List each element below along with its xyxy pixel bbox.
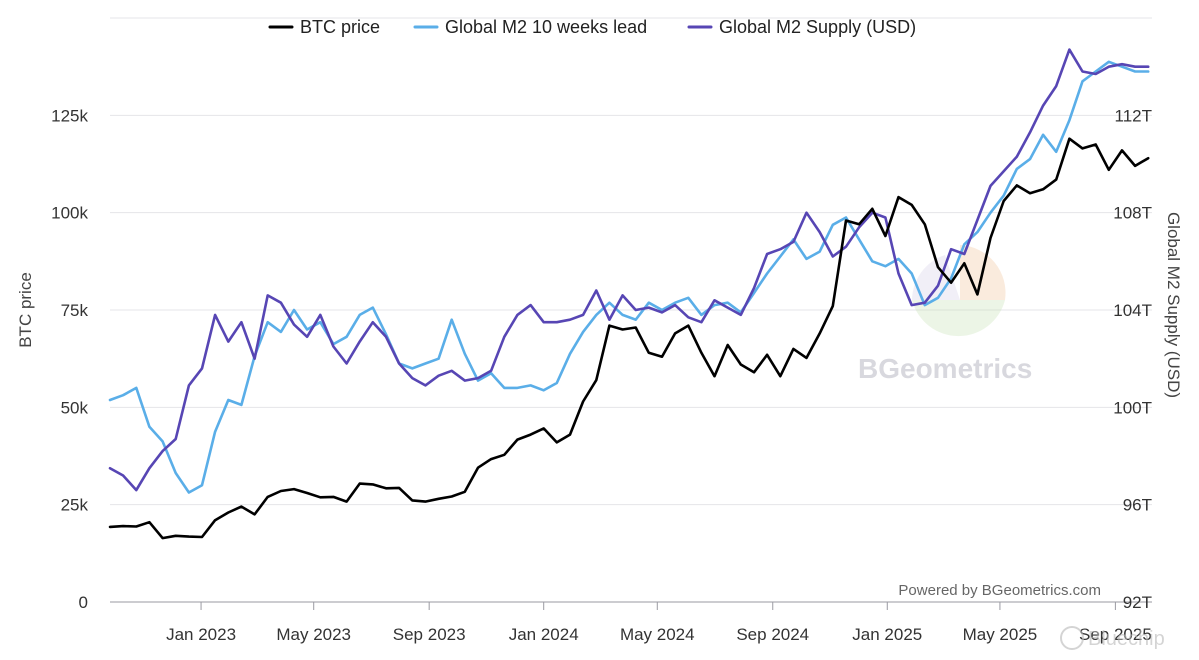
y-right-tick-label: 92T: [1123, 593, 1152, 612]
y-right-tick-label: 100T: [1113, 398, 1152, 417]
series-line-global-m2-10-weeks-lead: [108, 60, 1150, 494]
series-line-btc-price: [108, 137, 1150, 540]
series-layer: [108, 48, 1150, 540]
y-left-tick-label: 125k: [51, 106, 88, 125]
y-left-tick-label: 0: [79, 593, 88, 612]
y-right-tick-label: 96T: [1123, 496, 1152, 515]
y-left-tick-label: 75k: [61, 301, 89, 320]
watermark-text: BGeometrics: [858, 353, 1032, 384]
y-axis-left-title: BTC price: [16, 272, 35, 348]
x-tick-label: Sep 2025: [1079, 625, 1152, 644]
legend-label: BTC price: [300, 17, 380, 37]
legend: BTC price Global M2 10 weeks lead Global M…: [268, 17, 916, 37]
x-tick-label: Sep 2024: [736, 625, 809, 644]
credit-text: Powered by BGeometrics.com: [898, 582, 1101, 599]
y-left-tick-label: 100k: [51, 204, 88, 223]
corner-watermark: Bluechip: [1060, 626, 1165, 650]
corner-watermark-icon: [1060, 626, 1084, 650]
y-axis-right: 92T 96T 100T 104T 108T 112T: [1113, 106, 1152, 612]
x-tick-label: May 2025: [963, 625, 1038, 644]
x-tick-label: Sep 2023: [393, 625, 466, 644]
series-line-global-m2-supply-usd: [108, 48, 1150, 492]
x-axis: Jan 2023 May 2023 Sep 2023 Jan 2024 May 2024…: [110, 601, 1152, 644]
y-right-tick-label: 108T: [1113, 204, 1152, 223]
legend-label: Global M2 10 weeks lead: [445, 17, 647, 37]
legend-label: Global M2 Supply (USD): [719, 17, 916, 37]
y-right-tick-label: 104T: [1113, 301, 1152, 320]
corner-watermark-text: Bluechip: [1088, 628, 1165, 650]
x-tick-label: May 2023: [276, 625, 351, 644]
x-tick-label: Jan 2023: [166, 625, 236, 644]
y-axis-left: 0 25k 50k 75k 100k 125k: [51, 106, 88, 612]
y-right-tick-label: 112T: [1115, 106, 1153, 125]
y-axis-right-title: Global M2 Supply (USD): [1164, 212, 1183, 398]
x-tick-label: May 2024: [620, 625, 695, 644]
gridlines: [110, 17, 1152, 603]
x-tick-label: Jan 2024: [509, 625, 579, 644]
y-left-tick-label: 25k: [61, 496, 89, 515]
y-left-tick-label: 50k: [61, 398, 89, 417]
x-tick-label: Jan 2025: [852, 625, 922, 644]
watermark-logo: [912, 245, 1006, 337]
